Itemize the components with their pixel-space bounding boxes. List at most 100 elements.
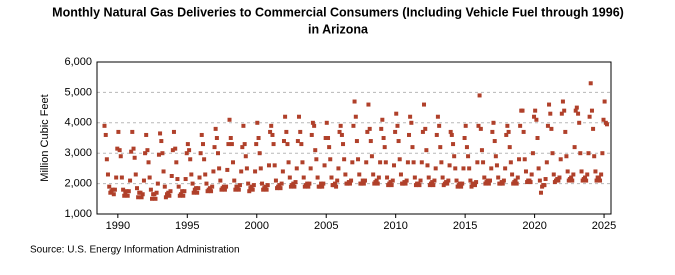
data-point (126, 189, 131, 194)
data-point (284, 129, 289, 134)
data-point (476, 123, 481, 128)
data-point (287, 175, 292, 180)
data-point (226, 142, 231, 147)
data-point (565, 169, 570, 174)
data-point (107, 184, 112, 189)
data-point (280, 169, 285, 174)
data-point (141, 178, 146, 183)
data-point (491, 120, 496, 125)
data-point (103, 132, 108, 137)
data-point (490, 129, 495, 134)
data-point (209, 189, 214, 194)
data-point (587, 114, 592, 119)
data-point (168, 189, 173, 194)
x-tick-label: 1990 (106, 220, 130, 232)
x-tick-label: 2000 (245, 220, 269, 232)
data-point (136, 195, 141, 200)
data-point (114, 175, 119, 180)
data-point (537, 178, 542, 183)
data-point (244, 166, 249, 171)
data-point (178, 192, 183, 197)
data-point (489, 166, 494, 171)
data-point (191, 190, 196, 195)
data-point (446, 178, 451, 183)
data-point (437, 123, 442, 128)
data-point (477, 93, 482, 98)
data-point (440, 175, 445, 180)
data-point (559, 111, 564, 116)
data-point (272, 163, 277, 168)
data-point (349, 178, 354, 183)
data-point (129, 149, 134, 154)
data-point (298, 129, 303, 134)
data-point (211, 169, 216, 174)
data-point (486, 181, 491, 186)
data-point (503, 166, 508, 171)
data-point (449, 132, 454, 137)
data-point (365, 129, 370, 134)
data-point (598, 178, 603, 183)
data-point (181, 193, 186, 198)
data-point (197, 175, 202, 180)
data-point (423, 126, 428, 131)
data-point (556, 178, 561, 183)
y-tick-label: 6,000 (64, 56, 92, 68)
data-point (562, 108, 567, 113)
data-point (425, 163, 430, 168)
data-point (352, 99, 357, 104)
data-point (426, 175, 431, 180)
data-point (599, 172, 604, 177)
x-tick-label: 2010 (383, 220, 407, 232)
data-point (435, 114, 440, 119)
data-point (364, 160, 369, 165)
data-point (161, 169, 166, 174)
data-point (452, 154, 457, 159)
data-point (464, 145, 469, 150)
data-point (337, 129, 342, 134)
data-point (326, 136, 331, 140)
data-point (492, 139, 497, 144)
data-point (472, 183, 477, 188)
data-point (586, 151, 591, 156)
data-point (243, 154, 248, 159)
data-point (530, 151, 535, 156)
data-point (438, 145, 443, 150)
data-point (286, 160, 291, 165)
data-point (266, 163, 271, 168)
data-point (176, 184, 181, 189)
data-point (271, 142, 276, 147)
data-point (500, 181, 505, 186)
x-tick-label: 2020 (522, 220, 546, 232)
data-point (291, 181, 296, 186)
data-point (448, 129, 453, 134)
data-point (544, 160, 549, 165)
data-point (135, 186, 140, 191)
data-point (367, 126, 372, 131)
y-tick-label: 4,000 (64, 117, 92, 129)
data-point (408, 114, 413, 119)
data-point (306, 184, 311, 189)
data-point (204, 181, 209, 186)
data-point (550, 151, 555, 156)
data-point (301, 175, 306, 180)
data-point (479, 148, 484, 153)
data-point (583, 175, 588, 180)
data-point (593, 169, 598, 174)
x-tick-label: 2015 (453, 220, 477, 232)
data-point (420, 129, 425, 134)
data-point (557, 175, 562, 180)
data-point (521, 129, 526, 134)
data-point (131, 146, 136, 151)
data-point (475, 160, 480, 165)
data-point (461, 166, 466, 171)
data-point (124, 189, 129, 194)
data-point (594, 178, 599, 183)
data-point (217, 166, 222, 171)
data-point (175, 177, 180, 182)
data-point (433, 166, 438, 171)
data-point (353, 114, 358, 119)
data-point (313, 148, 318, 153)
data-point (236, 187, 241, 192)
data-point (214, 136, 219, 140)
data-point (417, 183, 422, 188)
